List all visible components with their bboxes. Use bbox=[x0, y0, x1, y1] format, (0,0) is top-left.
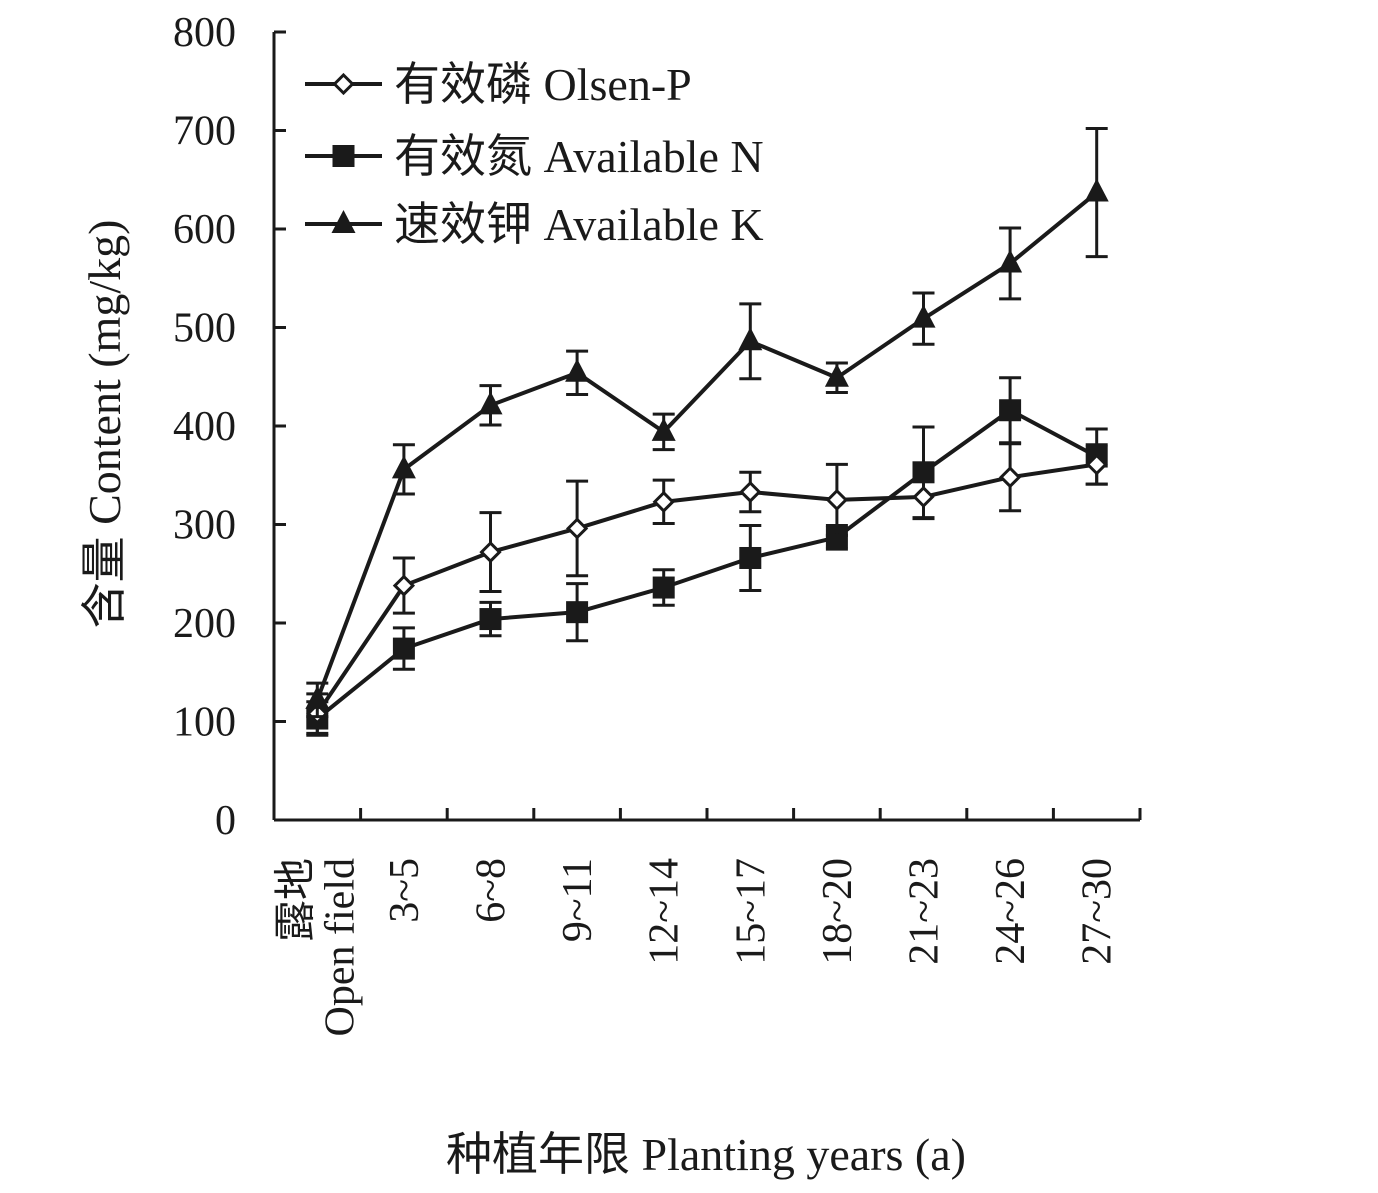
data-point-diamond bbox=[565, 517, 589, 540]
x-tick-label: Open field bbox=[317, 858, 363, 1036]
x-tick-label: 27~30 bbox=[1075, 858, 1121, 965]
data-point-diamond bbox=[998, 466, 1022, 489]
legend: 有效磷 Olsen-P 有效氮 Available N 速效钾 Available … bbox=[305, 59, 764, 250]
x-tick-label: 21~23 bbox=[902, 858, 948, 965]
data-point-diamond bbox=[392, 574, 416, 597]
x-tick-label: 露地 bbox=[273, 858, 319, 942]
y-tick-label: 600 bbox=[173, 207, 236, 253]
series-line bbox=[316, 408, 1098, 721]
x-tick-label: 18~20 bbox=[815, 858, 861, 965]
series-layer bbox=[305, 127, 1109, 737]
y-tick-label: 0 bbox=[215, 798, 236, 844]
y-tick-label: 100 bbox=[173, 700, 236, 746]
y-axis-title: 含量 Content (mg/kg) bbox=[79, 220, 130, 629]
y-tick-label: 800 bbox=[173, 10, 236, 56]
data-point-triangle bbox=[651, 417, 676, 441]
data-point-triangle bbox=[331, 210, 356, 233]
data-point-diamond bbox=[912, 485, 935, 509]
data-point-square bbox=[332, 145, 355, 167]
x-tick-label: 6~8 bbox=[469, 858, 515, 923]
data-point-triangle bbox=[305, 685, 330, 709]
data-point-square bbox=[479, 608, 502, 631]
data-point-square bbox=[652, 576, 675, 599]
data-point-triangle bbox=[565, 358, 590, 382]
y-tick-label: 400 bbox=[173, 404, 236, 450]
data-point-diamond bbox=[825, 488, 849, 511]
data-point-square bbox=[739, 546, 762, 569]
series-1 bbox=[306, 376, 1108, 737]
data-point-diamond bbox=[652, 490, 675, 513]
series-0 bbox=[306, 442, 1108, 735]
data-point-triangle bbox=[478, 391, 503, 415]
x-tick-label: 24~26 bbox=[988, 858, 1034, 965]
series-line bbox=[315, 191, 1098, 701]
data-point-triangle bbox=[391, 455, 416, 479]
legend-label: 速效钾 Available K bbox=[394, 199, 764, 250]
legend-label: 有效氮 Available N bbox=[394, 131, 764, 182]
data-point-triangle bbox=[824, 363, 849, 387]
data-point-diamond bbox=[1085, 453, 1108, 476]
data-point-square bbox=[912, 461, 935, 484]
series-2 bbox=[305, 127, 1109, 719]
data-point-triangle bbox=[911, 304, 936, 328]
y-tick-label: 200 bbox=[173, 601, 236, 647]
x-tick-label: 12~14 bbox=[642, 858, 688, 965]
y-axis-ticks: 0 100 200 300 400 500 600 700 800 bbox=[173, 10, 286, 844]
legend-label: 有效磷 Olsen-P bbox=[394, 59, 692, 110]
data-point-diamond bbox=[479, 540, 502, 564]
data-point-triangle bbox=[998, 249, 1023, 273]
y-tick-label: 500 bbox=[173, 306, 236, 352]
x-tick-label: 9~11 bbox=[555, 858, 601, 942]
data-point-square bbox=[566, 601, 589, 624]
data-point-triangle bbox=[1084, 178, 1109, 202]
data-point-diamond bbox=[332, 72, 355, 96]
data-point-triangle bbox=[738, 327, 763, 351]
x-axis-title: 种植年限 Planting years (a) bbox=[446, 1129, 966, 1180]
data-point-square bbox=[392, 637, 415, 660]
x-tick-label: 15~17 bbox=[728, 858, 774, 965]
x-tick-label: 3~5 bbox=[382, 858, 428, 923]
series-line bbox=[315, 462, 1097, 715]
data-point-square bbox=[999, 399, 1022, 422]
y-tick-label: 700 bbox=[173, 109, 236, 155]
data-point-diamond bbox=[739, 480, 762, 504]
data-point-square bbox=[825, 526, 848, 549]
y-tick-label: 300 bbox=[173, 503, 236, 549]
